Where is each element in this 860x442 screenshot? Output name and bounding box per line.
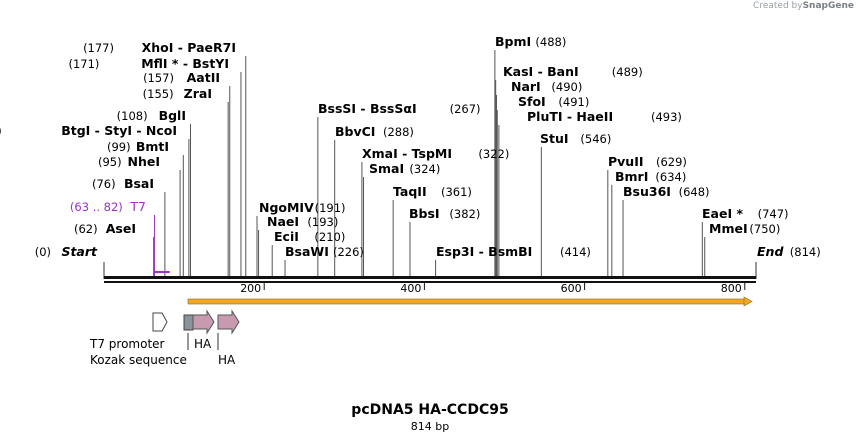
site-bsawi-name: BsaWI — [285, 244, 329, 259]
site-bmti-name: BmtI — [136, 139, 169, 154]
site-xmai-name: XmaI - TspMI — [362, 146, 452, 161]
site-nhei-pos: (95) — [98, 155, 122, 169]
site-eaei-name: EaeI * — [702, 206, 743, 221]
ha-arrow-icon — [217, 309, 240, 335]
site-t7-pos: (63 .. 82) — [70, 200, 123, 214]
site-zrai-name: ZraI — [184, 86, 212, 101]
site-asei-pos: (62) — [74, 222, 98, 236]
site-sfoi-name: SfoI — [518, 94, 546, 109]
site-eaei-pos: (747) — [758, 207, 789, 221]
kozak-box-icon — [183, 314, 194, 331]
site-esp3i-name: Esp3I - BsmBI — [436, 244, 532, 259]
site-mmei-pos: (750) — [749, 222, 780, 236]
orf-arrow-head — [743, 296, 753, 307]
tick-label-800: 800 — [721, 282, 742, 295]
site-bsawi-pos: (226) — [333, 245, 364, 259]
t7-promoter-arrow-icon — [152, 312, 168, 332]
map-size: 814 bp — [410, 420, 450, 433]
site-bsssi-pos: (267) — [450, 102, 481, 116]
feature-label-t7-promoter: T7 promoter — [90, 337, 165, 351]
site-pvuii-name: PvuII — [608, 154, 644, 169]
site-naei-pos: (193) — [307, 215, 338, 229]
site-pvuii-pos: (629) — [656, 155, 687, 169]
site-bgli-pos: (108) — [117, 109, 148, 123]
site-taqii-pos: (361) — [441, 185, 472, 199]
site-asei-name: AseI — [106, 221, 136, 236]
backbone-bottom — [104, 281, 756, 283]
site-pluti-name: PluTI - HaeII — [527, 109, 613, 124]
site-start-name: Start — [61, 244, 98, 259]
site-mmei-name: MmeI — [709, 221, 748, 236]
site-xhoi-name: XhoI - PaeR7I — [142, 40, 236, 55]
tick-label-600: 600 — [561, 282, 582, 295]
site-end-name: End — [757, 244, 784, 259]
site-kasi-name: KasI - BanI — [503, 64, 579, 79]
site-btgi-name: BtgI - StyI - NcoI — [61, 123, 177, 138]
site-bpmi-pos: (488) — [535, 35, 566, 49]
site-bgli-name: BglI — [159, 108, 186, 123]
site-bsai-name: BsaI — [124, 176, 154, 191]
credit-brand: SnapGene — [802, 1, 854, 11]
site-nhei-name: NheI — [128, 154, 161, 169]
feature-label-ha-2: HA — [218, 353, 236, 367]
site-ecii-pos: (210) — [314, 230, 345, 244]
site-bsssi-name: BssSI - BssSαI — [318, 101, 417, 116]
site-smai-name: SmaI — [369, 161, 404, 176]
site-start-pos: (0) — [35, 245, 51, 259]
site-bbsi-name: BbsI — [409, 206, 440, 221]
site-end-pos: (814) — [790, 245, 821, 259]
tick-label-400: 400 — [400, 282, 421, 295]
site-naei-name: NaeI — [267, 214, 299, 229]
site-stui-pos: (546) — [580, 132, 611, 146]
feature-label-kozak: Kozak sequence — [90, 353, 187, 367]
sequence-map: Start (0) AseI (62) T7 (63 .. 82)BsaI (76) NheI… — [0, 34, 821, 350]
site-bpmi-name: BpmI — [495, 34, 531, 49]
site-xmai-pos: (322) — [478, 147, 509, 161]
site-esp3i-pos: (414) — [560, 245, 591, 259]
site-sfoi-pos: (491) — [558, 95, 589, 109]
site-t7-name: T7 — [129, 199, 146, 214]
site-bmri-name: BmrI — [615, 169, 648, 184]
site-bsai-pos: (76) — [92, 177, 116, 191]
backbone-top — [104, 276, 756, 279]
site-taqii-name: TaqII — [393, 184, 427, 199]
site-smai-pos: (324) — [409, 162, 440, 176]
orf-arrow-body — [187, 298, 747, 305]
feature-label-ha-1: HA — [194, 337, 212, 351]
site-xhoi-pos: (177) — [83, 41, 114, 55]
site-bsu36i-pos: (648) — [679, 185, 710, 199]
site-bsu36i-name: Bsu36I — [623, 184, 671, 199]
site-aatii-pos: (157) — [143, 71, 174, 85]
site-ngomiv-name: NgoMIV — [259, 200, 314, 215]
site-pluti-pos: (493) — [651, 110, 682, 124]
site-bmti-pos: (99) — [107, 140, 131, 154]
site-btgi-pos: (106) — [0, 124, 2, 138]
site-bbvci-pos: (288) — [383, 125, 414, 139]
site-nari-pos: (490) — [551, 80, 582, 94]
map-title: pcDNA5 HA-CCDC95 — [351, 402, 509, 418]
site-stui-name: StuI — [540, 131, 569, 146]
tick-label-200: 200 — [240, 282, 261, 295]
site-ngomiv-pos: (191) — [315, 201, 346, 215]
site-zrai-pos: (155) — [143, 87, 174, 101]
site-bmri-pos: (634) — [655, 170, 686, 184]
snapgene-credit: Created by ​ SnapGene — [753, 1, 854, 11]
site-bbsi-pos: (382) — [449, 207, 480, 221]
site-bbvci-name: BbvCI — [335, 124, 375, 139]
ha-arrow-icon — [192, 309, 215, 335]
site-ecii-name: EciI — [274, 229, 299, 244]
site-kasi-pos: (489) — [612, 65, 643, 79]
credit-prefix: Created by — [753, 1, 803, 11]
site-aatii-name: AatII — [187, 70, 220, 85]
site-mfli-name: MflI * - BstYI — [141, 56, 229, 71]
site-nari-name: NarI — [511, 79, 541, 94]
site-mfli-pos: (171) — [68, 57, 99, 71]
